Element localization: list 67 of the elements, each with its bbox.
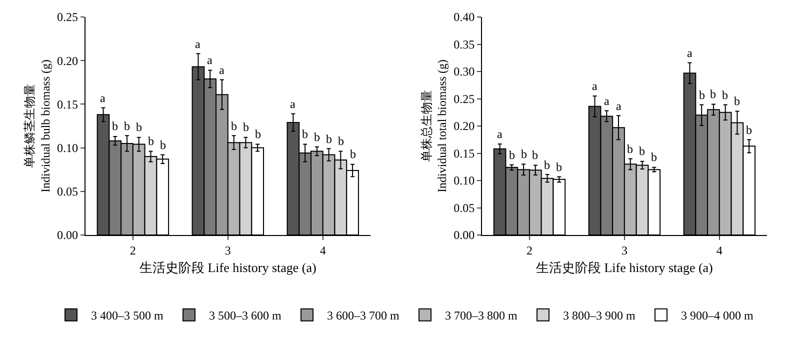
y-tick-label: 0.20 [57, 54, 78, 68]
data-label: b [532, 148, 538, 162]
data-label: b [509, 148, 515, 162]
y-tick-label: 0.00 [454, 228, 475, 242]
y-tick-label: 0.25 [57, 10, 78, 24]
y-axis-title: 单株总生物量 Individual total biomass (g) [419, 60, 449, 192]
data-label: b [722, 88, 728, 102]
data-label: b [124, 119, 130, 133]
x-axis-title: 生活史阶段 Life history stage (a) [139, 260, 316, 275]
x-tick-label: 2 [526, 243, 532, 258]
data-label: b [314, 130, 320, 144]
x-tick-label: 3 [224, 243, 231, 258]
legend-label: 3 500–3 600 m [209, 308, 282, 323]
legend-label: 3 700–3 800 m [445, 308, 518, 323]
legend-label: 3 600–3 700 m [327, 308, 400, 323]
y-tick-label: 0.35 [454, 37, 475, 52]
data-label: b [243, 120, 249, 134]
legend-label: 3 400–3 500 m [91, 308, 164, 323]
y-tick-label: 0.10 [57, 141, 78, 155]
data-label: b [160, 138, 166, 152]
data-label: a [592, 79, 598, 93]
data-label: a [207, 53, 213, 67]
y-tick-label: 0.00 [57, 228, 78, 242]
data-label: b [544, 158, 550, 172]
data-label: b [302, 127, 308, 141]
x-tick-label: 4 [716, 243, 722, 258]
data-label: b [627, 142, 633, 156]
x-tick-label: 4 [320, 243, 326, 258]
y-tick-label: 0.40 [454, 10, 475, 24]
y-tick-label: 0.05 [57, 184, 78, 199]
data-label: a [616, 99, 622, 113]
data-label: b [112, 119, 118, 133]
data-label: a [497, 127, 503, 141]
y-axis-title: 单株鳞茎生物量 Individual bulb biomass (g) [22, 60, 52, 192]
data-label: a [195, 37, 201, 51]
data-label: b [556, 160, 562, 174]
y-tick-label: 0.20 [454, 119, 475, 134]
y-tick-label: 0.10 [454, 174, 475, 188]
data-label: b [639, 144, 645, 158]
data-label: b [136, 120, 142, 134]
data-label: b [746, 123, 752, 137]
data-label: b [651, 150, 657, 164]
x-axis-title: 生活史阶段 Life history stage (a) [536, 260, 713, 275]
data-label: a [219, 63, 225, 77]
y-tick-label: 0.30 [454, 64, 475, 79]
data-label: b [350, 147, 356, 161]
legend-label: 3 900–4 000 m [681, 308, 754, 323]
y-tick-label: 0.15 [454, 146, 475, 160]
data-label: b [521, 147, 527, 161]
x-tick-label: 3 [621, 243, 628, 258]
data-label: a [100, 91, 106, 105]
y-tick-label: 0.25 [454, 92, 475, 106]
y-tick-label: 0.15 [57, 97, 78, 112]
data-label: b [699, 88, 705, 102]
data-label: b [255, 127, 261, 141]
data-label: b [710, 87, 716, 101]
data-label: b [231, 119, 237, 133]
data-label: a [687, 46, 693, 60]
data-label: b [148, 134, 154, 148]
data-label: b [338, 134, 344, 148]
legend-label: 3 800–3 900 m [563, 308, 636, 323]
data-label: a [604, 94, 610, 108]
data-label: b [734, 94, 740, 108]
data-label: a [290, 97, 296, 111]
y-tick-label: 0.05 [454, 200, 475, 215]
x-tick-label: 2 [130, 243, 136, 258]
data-label: b [326, 132, 332, 146]
